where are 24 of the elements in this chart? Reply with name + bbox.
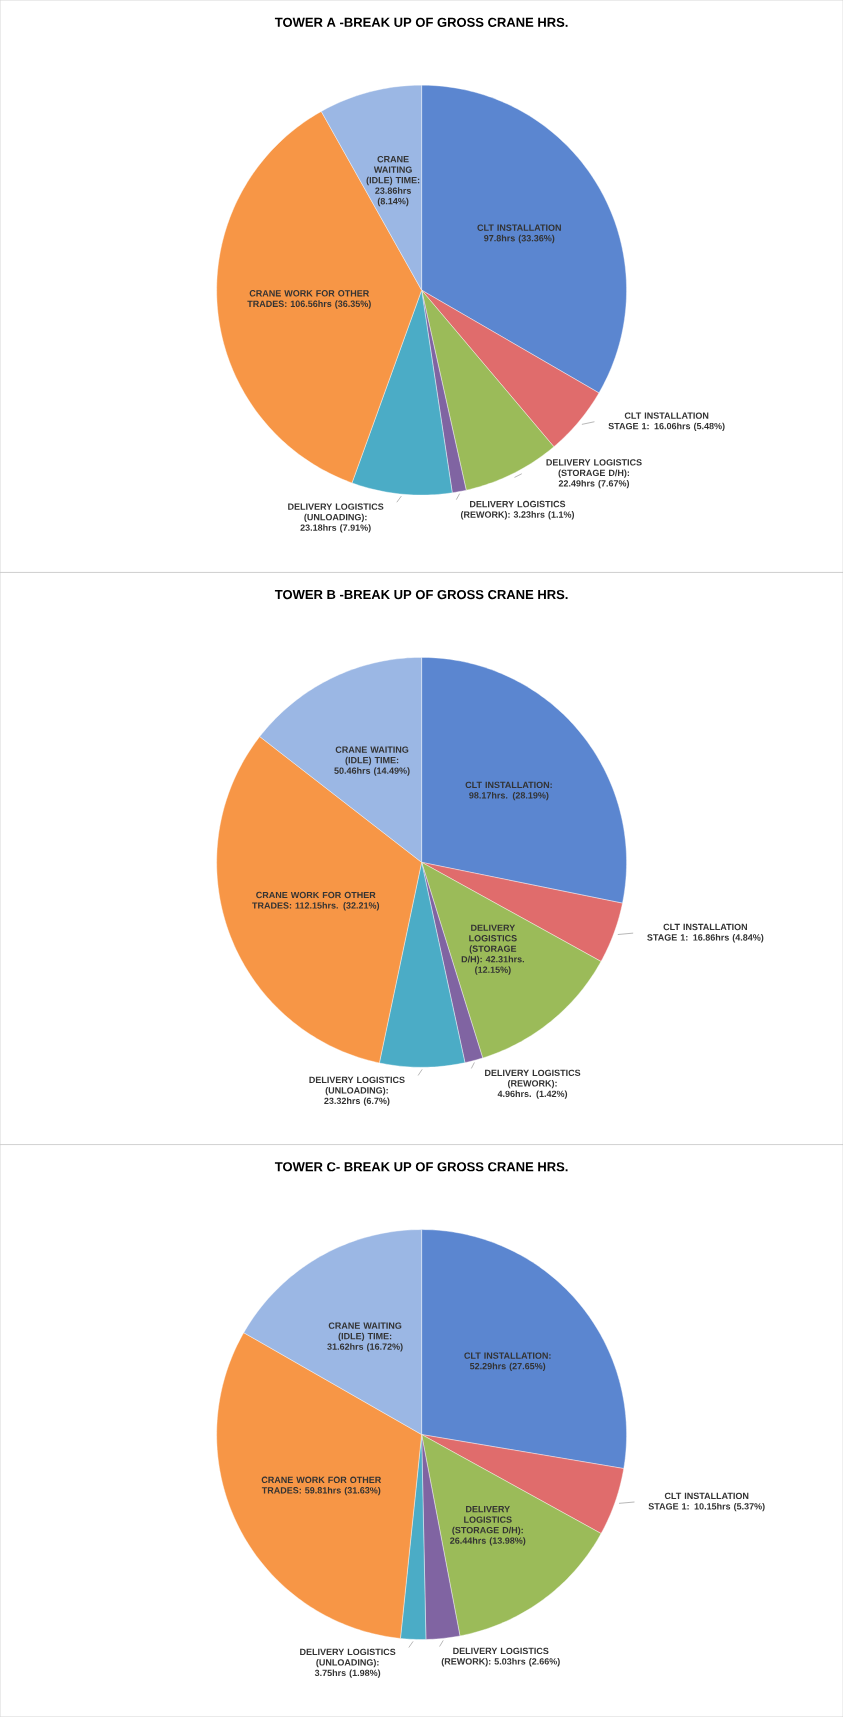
slice-label: CRANE WORK FOR OTHER TRADES: 106.56hrs (36.35%) [247, 290, 371, 309]
slice-label: DELIVERY LOGISTICS (UNLOADING): 23.32hrs (6.7%) [309, 1076, 405, 1106]
slice-label: CLT INSTALLATION STAGE 1: 10.15hrs (5.37%) [648, 1492, 765, 1512]
slice-label: CRANE WAITING (IDLE) TIME: 23.86hrs (8.14%) [366, 156, 420, 207]
slice-label: CRANE WAITING (IDLE) TIME: 50.46hrs (14.49%) [334, 746, 410, 776]
slice-label: DELIVERY LOGISTICS (STORAGE D/H): 42.31hrs. (12.15%) [461, 924, 524, 975]
slice-label: CLT INSTALLATION STAGE 1: 16.86hrs (4.84%) [647, 923, 764, 943]
slice-label: CLT INSTALLATION: 98.17hrs. (28.19%) [465, 781, 552, 801]
slice-label: CLT INSTALLATION 97.8hrs (33.36%) [477, 224, 561, 244]
slice-label: CLT INSTALLATION: 52.29hrs (27.65%) [464, 1352, 551, 1372]
slice-label: DELIVERY LOGISTICS (REWORK): 4.96hrs. (1.42%) [484, 1069, 581, 1099]
slice-label: DELIVERY LOGISTICS (REWORK): 5.03hrs (2.66%) [441, 1647, 560, 1667]
slice-label: DELIVERY LOGISTICS (UNLOADING): 3.75hrs (1.98%) [300, 1648, 396, 1678]
slice-label: CRANE WAITING (IDLE) TIME: 31.62hrs (16.72%) [327, 1322, 403, 1352]
chart-title: TOWER A -BREAK UP OF GROSS CRANE HRS. [274, 17, 568, 27]
slice-label: CRANE WORK FOR OTHER TRADES: 112.15hrs. (32.21%) [252, 891, 379, 911]
slice-label: DELIVERY LOGISTICS (STORAGE D/H): 22.49hrs (7.67%) [546, 459, 642, 489]
slice-label: DELIVERY LOGISTICS (STORAGE D/H): 26.44hrs (13.98%) [449, 1506, 526, 1546]
slice-label: CRANE WORK FOR OTHER TRADES: 59.81hrs (31.63%) [261, 1476, 381, 1496]
slice-label: CLT INSTALLATION STAGE 1: 16.06hrs (5.48%) [608, 412, 725, 432]
chart-title: TOWER B -BREAK UP OF GROSS CRANE HRS. [274, 589, 568, 600]
slice-label: DELIVERY LOGISTICS (UNLOADING): 23.18hrs (7.91%) [288, 503, 384, 533]
slice-label: DELIVERY LOGISTICS (REWORK): 3.23hrs (1.1%) [460, 500, 574, 520]
chart-title: TOWER C- BREAK UP OF GROSS CRANE HRS. [274, 1162, 568, 1172]
